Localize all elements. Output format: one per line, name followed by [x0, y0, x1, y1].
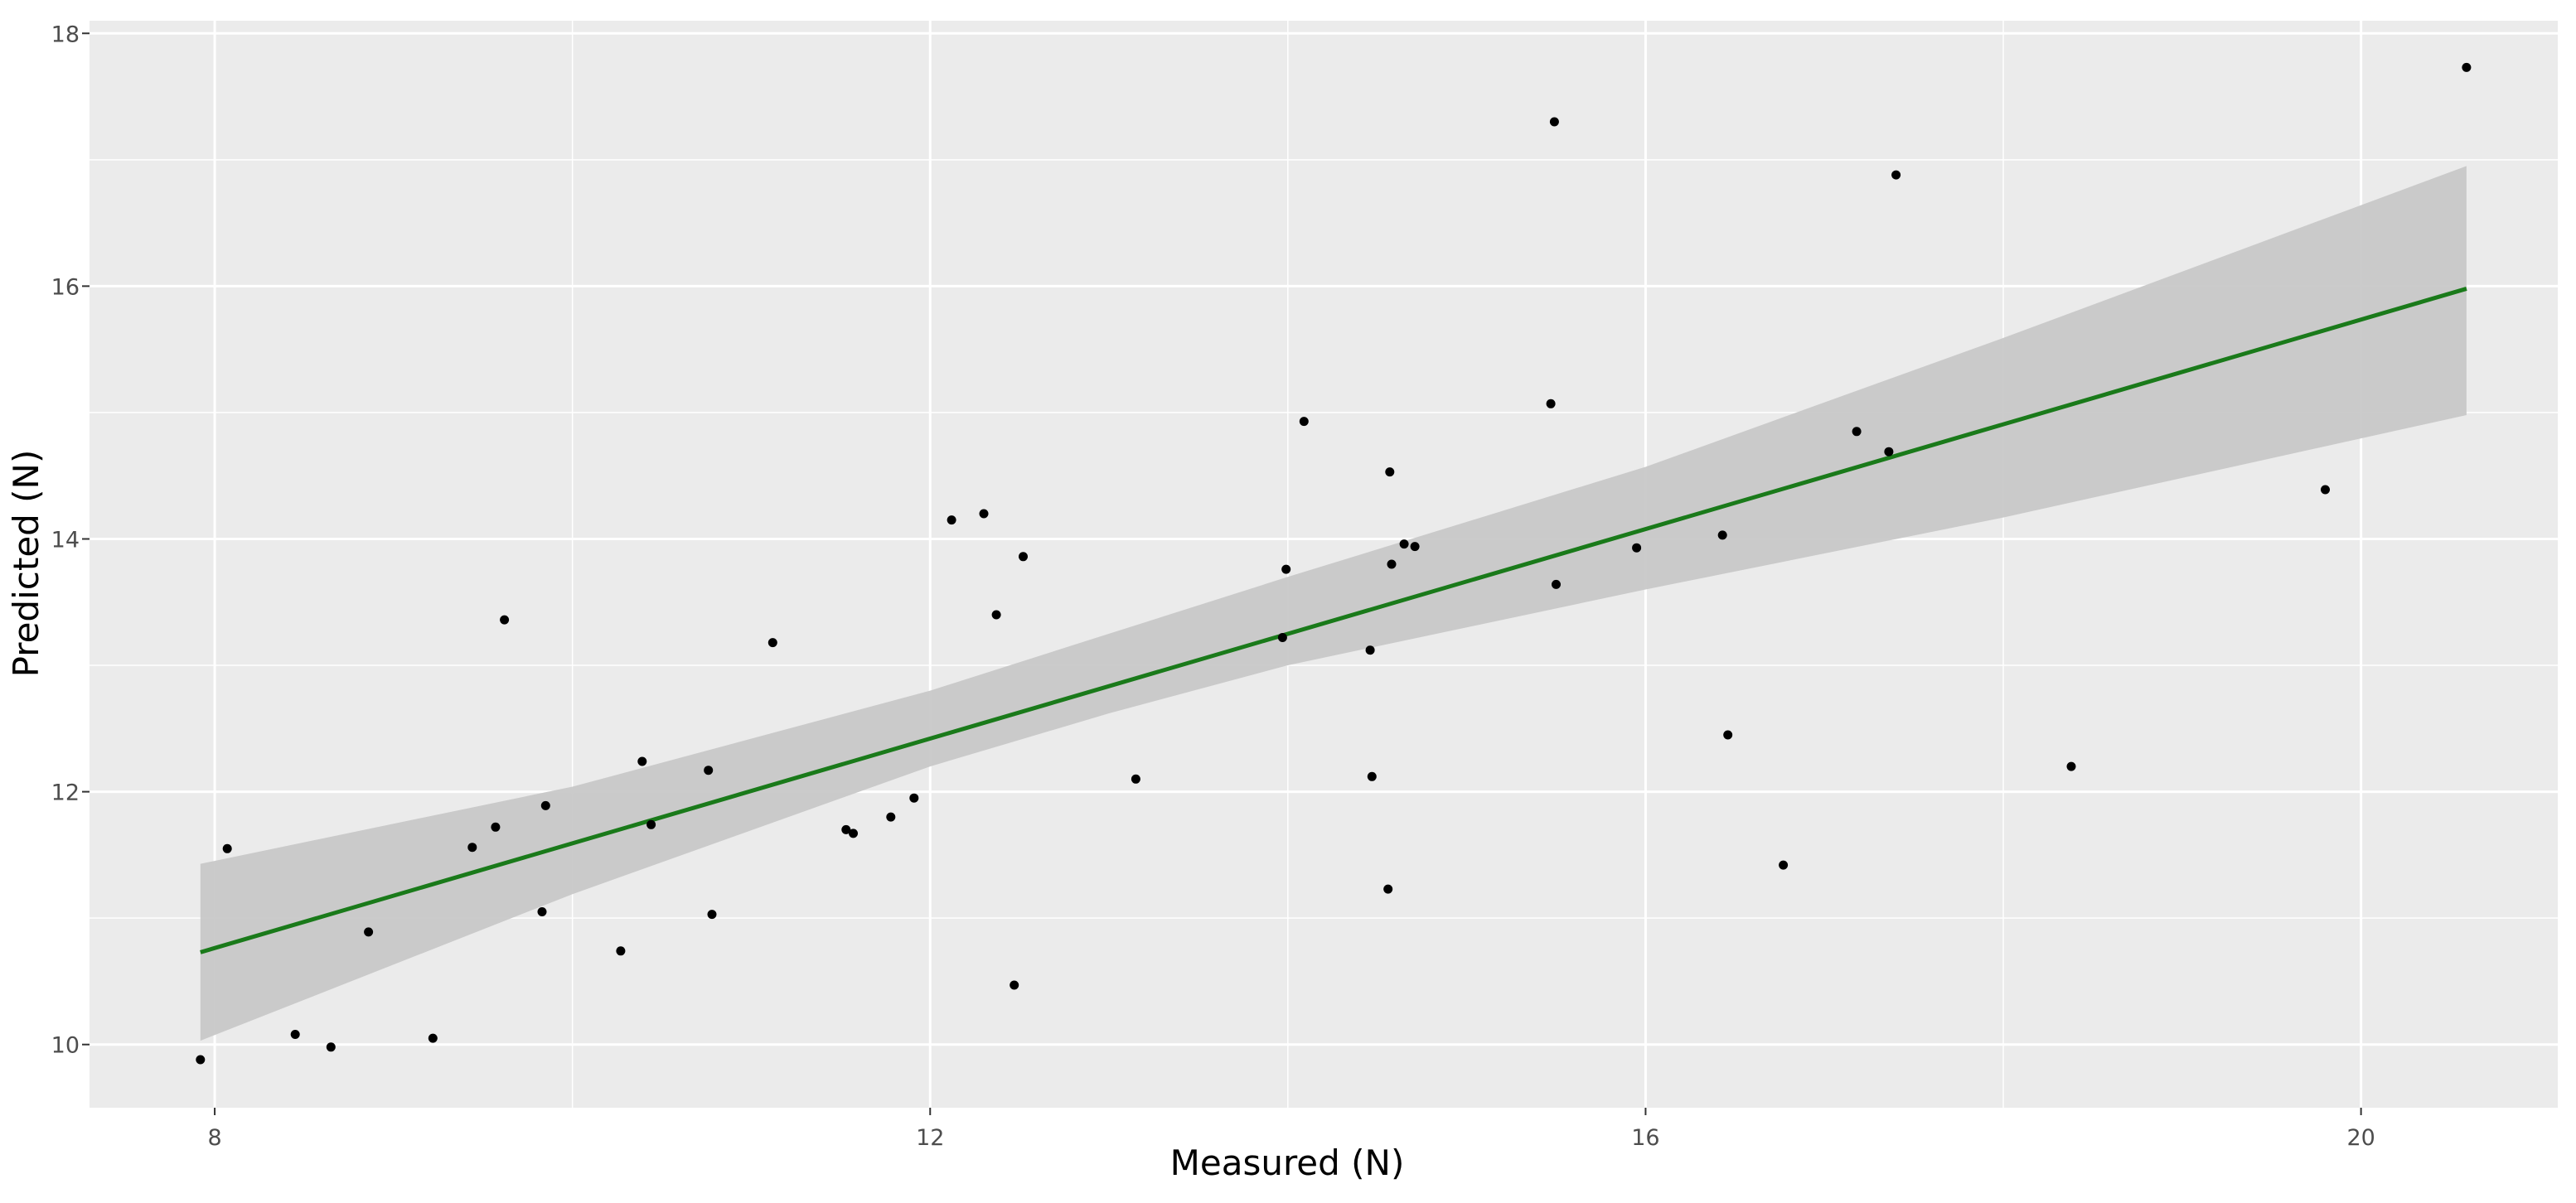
data-point: [1546, 399, 1556, 408]
data-point: [1010, 980, 1019, 990]
data-point: [428, 1033, 438, 1043]
data-point: [364, 927, 374, 937]
data-point: [467, 843, 477, 853]
data-point: [1385, 467, 1395, 477]
data-point: [1281, 564, 1291, 574]
data-point: [1387, 559, 1397, 569]
data-point: [707, 910, 717, 920]
grid-lines: [90, 21, 2558, 1108]
data-point: [1717, 530, 1727, 540]
data-point: [1131, 774, 1140, 784]
data-point: [646, 819, 656, 829]
data-point: [326, 1042, 336, 1052]
data-point: [909, 793, 919, 803]
data-point: [991, 610, 1001, 620]
data-point: [1299, 417, 1309, 427]
data-point: [1552, 579, 1561, 589]
data-point: [1365, 645, 1375, 655]
data-point: [979, 509, 989, 519]
data-point: [2066, 761, 2076, 771]
data-point: [491, 822, 501, 832]
y-axis-title: Predicted (N): [6, 450, 46, 678]
data-point: [1779, 860, 1789, 870]
data-point: [2321, 485, 2330, 495]
data-point: [1852, 427, 1862, 437]
data-point: [1367, 771, 1377, 781]
data-point: [947, 515, 956, 525]
data-point: [1410, 542, 1420, 552]
data-point: [637, 756, 647, 766]
data-point: [540, 800, 550, 810]
x-tick-label: 12: [916, 1125, 944, 1151]
data-point: [1383, 884, 1393, 894]
confidence-band: [200, 166, 2467, 1041]
data-point: [196, 1055, 206, 1065]
y-tick-label: 12: [51, 780, 80, 806]
x-tick-label: 16: [1631, 1125, 1659, 1151]
y-tick-label: 16: [51, 274, 80, 300]
data-point: [222, 843, 232, 853]
data-point: [1884, 447, 1894, 457]
data-point: [849, 829, 858, 838]
fit-line-layer: [200, 287, 2467, 954]
points-layer: [196, 62, 2472, 1065]
x-tick-label: 20: [2346, 1125, 2375, 1151]
data-point: [1891, 170, 1901, 180]
axis-ticks: 8 12 16 20 10 12 14 16 18: [51, 22, 2375, 1151]
data-point: [841, 824, 851, 834]
plot-panel: [90, 21, 2558, 1108]
data-point: [886, 812, 896, 822]
y-tick-label: 14: [51, 527, 80, 553]
data-point: [1723, 730, 1733, 740]
data-point: [1632, 543, 1642, 553]
x-tick-label: 8: [207, 1125, 221, 1151]
data-point: [1019, 552, 1028, 562]
x-axis-title: Measured (N): [1170, 1143, 1405, 1183]
regression-line: [200, 287, 2467, 954]
data-point: [290, 1030, 300, 1039]
y-tick-label: 10: [51, 1033, 80, 1059]
data-point: [1399, 539, 1409, 549]
data-point: [616, 946, 626, 956]
data-point: [537, 907, 547, 916]
data-point: [1549, 117, 1559, 127]
data-point: [500, 615, 510, 625]
data-point: [767, 638, 777, 648]
data-point: [2462, 62, 2472, 72]
data-point: [1277, 633, 1287, 642]
data-point: [704, 766, 714, 775]
y-tick-label: 18: [51, 22, 80, 47]
confidence-band-layer: [200, 166, 2467, 1041]
